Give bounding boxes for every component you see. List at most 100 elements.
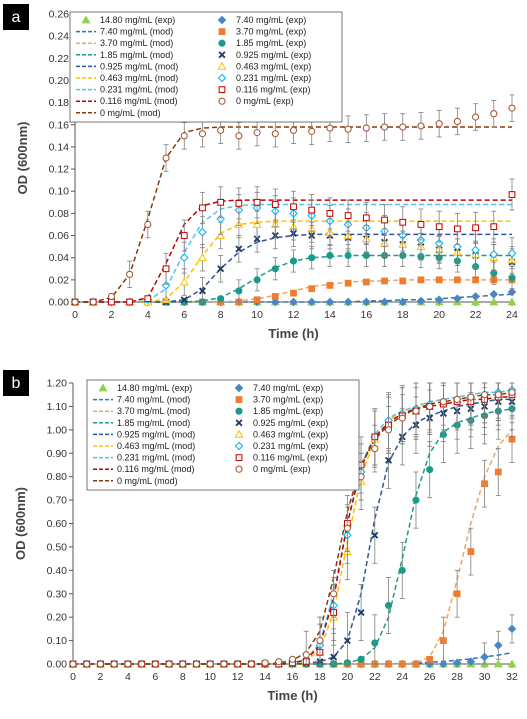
data-point xyxy=(253,235,261,243)
data-point xyxy=(325,297,335,307)
legend-item-0-116-mg-ml-exp-: 0.116 mg/mL (exp) xyxy=(235,453,328,463)
y-tick-label: 0.80 xyxy=(47,471,68,483)
data-point xyxy=(507,297,517,306)
legend-item-0-231-mg-ml-mod-: 0.231 mg/mL (mod) xyxy=(93,453,195,463)
legend-label: 7.40 mg/mL (mod) xyxy=(100,27,173,37)
data-point xyxy=(89,298,97,306)
data-point xyxy=(489,297,499,306)
x-tick-label: 30 xyxy=(479,671,491,683)
data-point xyxy=(471,245,480,255)
data-point xyxy=(344,212,352,219)
legend-label: 0.116 mg/mL (exp) xyxy=(236,85,311,95)
legend-item-7-40-mg-ml-exp-: 7.40 mg/mL (exp) xyxy=(217,15,306,25)
data-point xyxy=(426,402,434,410)
data-point xyxy=(481,480,488,488)
data-point xyxy=(235,245,243,253)
data-point xyxy=(493,659,503,668)
data-point xyxy=(507,287,517,297)
legend-item-0-116-mg-ml-mod-: 0.116 mg/mL (mod) xyxy=(76,96,178,106)
y-tick-label: 0.02 xyxy=(49,274,70,286)
panel-a: a 0.00 0.02 0.04 0.06 0.08 0.10 0.12 0.14 0.16 0.… xyxy=(3,4,518,341)
legend-marker xyxy=(235,454,243,461)
panel-b: b 0.00 0.10 0.20 0.30 0.40 0.50 0.60 0.70 0.80 0.… xyxy=(3,370,518,703)
data-point xyxy=(489,250,499,259)
data-point xyxy=(453,395,461,403)
panel-b-badge xyxy=(3,370,29,396)
data-point xyxy=(466,657,476,666)
data-point xyxy=(180,232,188,239)
legend-label: 7.40 mg/mL (mod) xyxy=(117,395,190,405)
x-tick-label: 24 xyxy=(506,309,518,321)
data-point xyxy=(471,292,480,301)
data-point xyxy=(71,298,79,306)
legend-marker xyxy=(235,407,243,415)
data-point xyxy=(110,660,118,668)
x-tick-label: 12 xyxy=(288,309,300,321)
x-tick-label: 22 xyxy=(470,309,482,321)
series-0-mg-ml-exp- xyxy=(69,382,516,668)
data-point xyxy=(253,276,261,284)
data-point xyxy=(288,655,297,663)
data-point xyxy=(467,548,475,555)
x-tick-label: 6 xyxy=(181,309,187,321)
data-point xyxy=(399,277,407,285)
data-point xyxy=(381,216,388,224)
data-point xyxy=(343,297,353,307)
legend-item-0-116-mg-ml-mod-: 0.116 mg/mL (mod) xyxy=(93,464,195,474)
legend-item-0-463-mg-ml-exp-: 0.463 mg/mL (exp) xyxy=(234,429,328,439)
x-tick-label: 2 xyxy=(98,671,104,683)
data-point xyxy=(234,660,242,668)
x-tick-label: 16 xyxy=(360,309,372,321)
data-point xyxy=(416,296,426,306)
data-point xyxy=(217,265,225,273)
data-point xyxy=(290,203,297,211)
data-point xyxy=(507,624,517,634)
x-tick-label: 0 xyxy=(70,671,76,683)
legend-marker xyxy=(234,429,244,438)
x-tick-label: 10 xyxy=(251,309,263,321)
data-point xyxy=(481,391,489,399)
data-point-stroke xyxy=(385,456,393,464)
data-point xyxy=(343,524,351,532)
legend-label: 1.85 mg/mL (mod) xyxy=(100,50,173,60)
data-point xyxy=(434,295,444,305)
y-tick-label: 1.00 xyxy=(47,424,68,436)
data-point xyxy=(302,651,310,659)
legend-item-1-85-mg-ml-exp-: 1.85 mg/mL (exp) xyxy=(218,38,306,48)
data-point xyxy=(179,253,189,262)
data-point xyxy=(144,295,152,303)
x-axis-title: Time (h) xyxy=(267,688,317,703)
series-0-mg-ml-exp- xyxy=(71,94,516,306)
legend-item-0-463-mg-ml-mod-: 0.463 mg/mL (mod) xyxy=(93,441,195,451)
data-point xyxy=(417,122,425,130)
legend-item-1-85-mg-ml-mod-: 1.85 mg/mL (mod) xyxy=(93,418,190,428)
data-point xyxy=(307,297,317,307)
x-tick-label: 24 xyxy=(396,671,408,683)
x-tick-label: 8 xyxy=(218,309,224,321)
data-point xyxy=(472,224,479,232)
data-point xyxy=(289,297,298,307)
legend-item-1-85-mg-ml-mod-: 1.85 mg/mL (mod) xyxy=(76,50,173,60)
x-tick-label: 12 xyxy=(232,671,244,683)
data-point xyxy=(180,296,188,304)
legend-item-0-925-mg-ml-exp-: 0.925 mg/mL (exp) xyxy=(218,50,311,60)
data-point xyxy=(343,637,351,645)
data-point xyxy=(290,289,297,297)
data-point xyxy=(507,248,517,258)
data-point xyxy=(467,393,475,401)
legend-item-3-70-mg-ml-exp-: 3.70 mg/mL (exp) xyxy=(218,27,306,37)
legend-label: 14.80 mg/mL (exp) xyxy=(117,383,192,393)
y-tick-label: 0.00 xyxy=(47,659,68,671)
legend-item-0-925-mg-ml-mod-: 0.925 mg/mL (mod) xyxy=(76,61,178,71)
legend-item-7-40-mg-ml-mod-: 7.40 mg/mL (mod) xyxy=(76,27,173,37)
legend-item-0-231-mg-ml-exp-: 0.231 mg/mL (exp) xyxy=(234,441,328,451)
data-point xyxy=(417,221,425,228)
x-tick-label: 10 xyxy=(204,671,216,683)
legend-marker xyxy=(235,465,243,473)
legend-label: 7.40 mg/mL (exp) xyxy=(253,383,323,393)
x-tick-label: 8 xyxy=(180,671,186,683)
data-point xyxy=(508,191,516,198)
panel-a-badge xyxy=(3,4,29,30)
data-point-stroke xyxy=(198,287,206,295)
data-point xyxy=(179,277,189,286)
